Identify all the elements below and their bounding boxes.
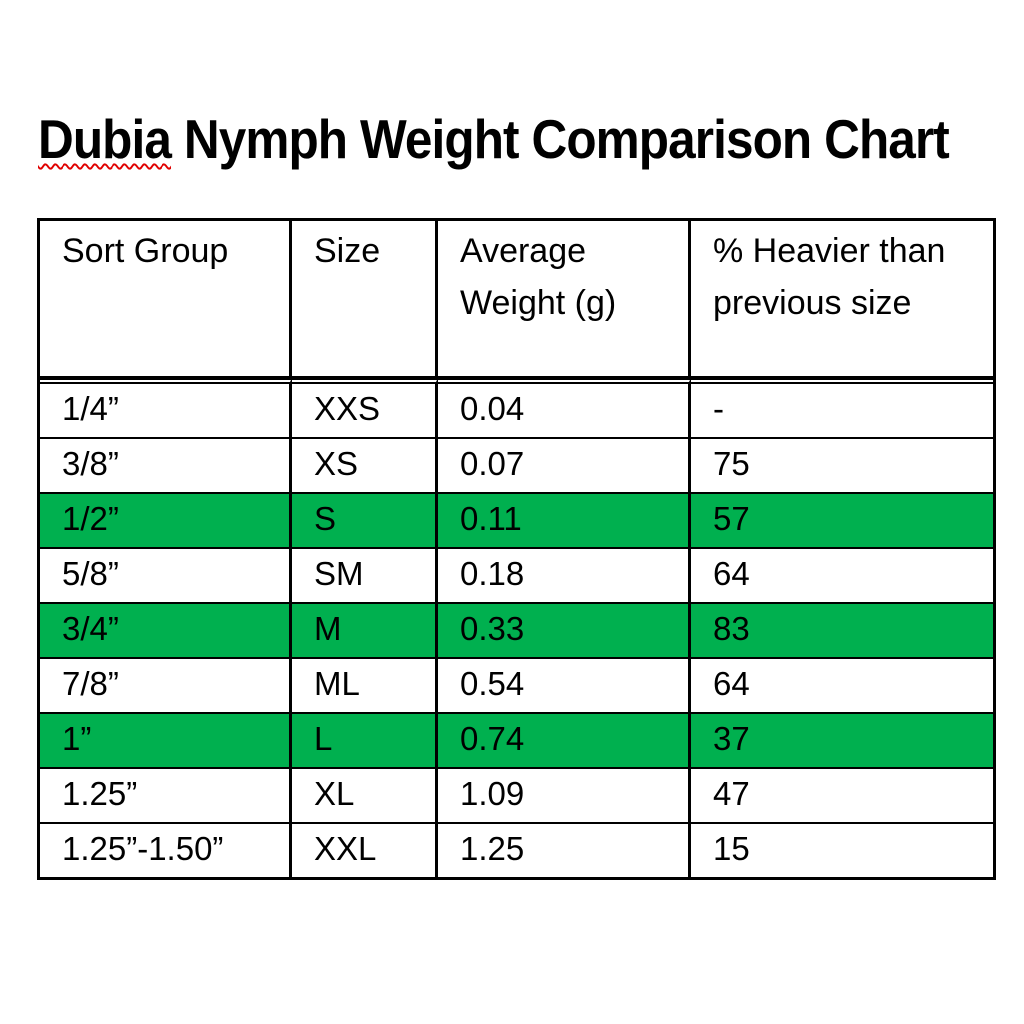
column-header-sort-group: Sort Group xyxy=(40,221,292,378)
cell-size: XS xyxy=(292,439,438,494)
column-header-size: Size xyxy=(292,221,438,378)
table-row: 3/4” M 0.33 83 xyxy=(40,604,993,659)
table-row: 1.25”-1.50” XXL 1.25 15 xyxy=(40,824,993,877)
table-header: Sort Group Size Average Weight (g) % Hea… xyxy=(40,221,993,378)
cell-size: L xyxy=(292,714,438,769)
cell-size: XL xyxy=(292,769,438,824)
title-rest: Nymph Weight Comparison Chart xyxy=(171,108,950,170)
column-header-average-weight: Average Weight (g) xyxy=(438,221,691,378)
cell-sort-group: 7/8” xyxy=(40,659,292,714)
cell-avg-weight: 1.25 xyxy=(438,824,691,877)
cell-pct-heavier: 64 xyxy=(691,549,993,604)
cell-pct-heavier: 57 xyxy=(691,494,993,549)
cell-sort-group: 1/2” xyxy=(40,494,292,549)
cell-sort-group: 1/4” xyxy=(40,378,292,439)
cell-pct-heavier: 47 xyxy=(691,769,993,824)
cell-avg-weight: 1.09 xyxy=(438,769,691,824)
cell-pct-heavier: 15 xyxy=(713,829,750,867)
column-header-pct-heavier: % Heavier than previous size xyxy=(691,221,993,378)
table-row: 1” L 0.74 37 xyxy=(40,714,993,769)
table-row: 7/8” ML 0.54 64 xyxy=(40,659,993,714)
table-row: 1.25” XL 1.09 47 xyxy=(40,769,993,824)
cell-avg-weight: 0.07 xyxy=(438,439,691,494)
cell-avg-weight: 0.11 xyxy=(438,494,691,549)
cell-pct-heavier: - xyxy=(691,378,993,439)
cell-sort-group: 3/8” xyxy=(40,439,292,494)
cell-pct-heavier: 64 xyxy=(691,659,993,714)
table-row: 1/4” XXS 0.04 - xyxy=(40,378,993,439)
cell-size: XXS xyxy=(292,378,438,439)
cell-pct-heavier: 75 xyxy=(691,439,993,494)
cell-sort-group: 1.25”-1.50” xyxy=(40,824,292,877)
table-body: 1/4” XXS 0.04 - 3/8” XS 0.07 75 1/2” S 0… xyxy=(40,378,993,877)
weight-comparison-table: Sort Group Size Average Weight (g) % Hea… xyxy=(37,218,996,880)
header-row: Sort Group Size Average Weight (g) % Hea… xyxy=(40,221,993,378)
cell-pct-heavier: 37 xyxy=(691,714,993,769)
cell-avg-weight: 0.33 xyxy=(438,604,691,659)
cell-size: XXL xyxy=(292,824,438,877)
cell-avg-weight: 0.18 xyxy=(438,549,691,604)
table-row: 5/8” SM 0.18 64 xyxy=(40,549,993,604)
cell-sort-group: 5/8” xyxy=(40,549,292,604)
cell-size: S xyxy=(292,494,438,549)
title-misspelled-word: Dubia xyxy=(38,108,172,170)
cell-avg-weight: 0.74 xyxy=(438,714,691,769)
table-row: 3/8” XS 0.07 75 xyxy=(40,439,993,494)
cell-sort-group: 1” xyxy=(40,714,292,769)
cell-size: SM xyxy=(292,549,438,604)
cell-avg-weight: 0.04 xyxy=(438,378,691,439)
cell-avg-weight: 0.54 xyxy=(438,659,691,714)
cell-sort-group: 3/4” xyxy=(40,604,292,659)
cell-size: ML xyxy=(292,659,438,714)
cell-sort-group: 1.25” xyxy=(40,769,292,824)
cell-size: M xyxy=(292,604,438,659)
table-row: 1/2” S 0.11 57 xyxy=(40,494,993,549)
cell-pct-heavier: 83 xyxy=(691,604,993,659)
chart-title: Dubia Nymph Weight Comparison Chart xyxy=(38,112,950,167)
